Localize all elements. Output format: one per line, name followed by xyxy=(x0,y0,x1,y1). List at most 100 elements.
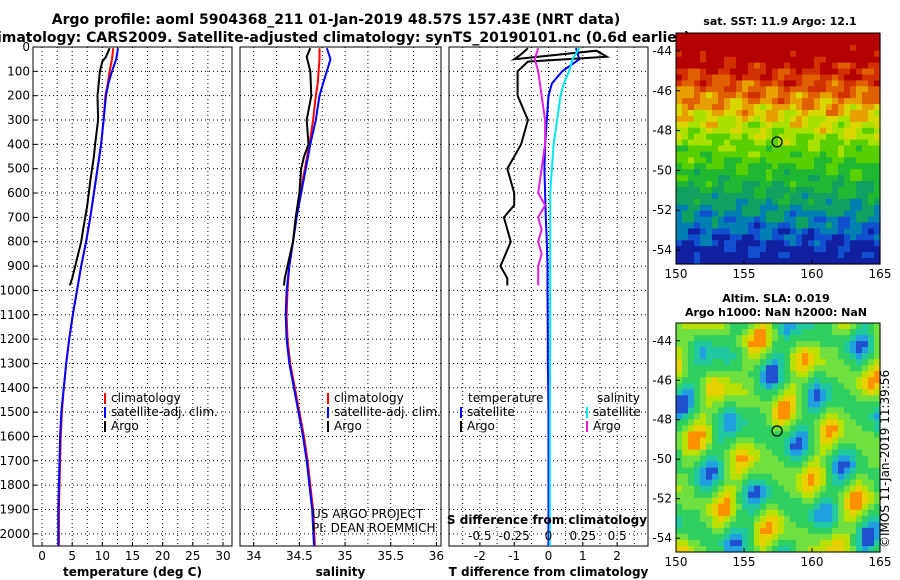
map-cell xyxy=(838,151,845,158)
map-cell xyxy=(832,62,839,70)
map-cell xyxy=(832,425,839,432)
map-cell xyxy=(784,80,791,87)
map-cell xyxy=(844,371,851,378)
map-cell xyxy=(742,467,749,475)
map-cell xyxy=(790,365,797,372)
map-lat-label: -44 xyxy=(652,44,672,58)
map-cell xyxy=(712,163,719,170)
map-cell xyxy=(772,407,779,414)
map-cell xyxy=(682,527,689,535)
map-cell xyxy=(796,431,803,439)
map-cell xyxy=(730,341,737,348)
imos-credit: ©IMOS 11-Jan-2019 11:39:56 xyxy=(878,370,892,548)
map-cell xyxy=(712,181,719,188)
map-cell xyxy=(760,539,767,547)
map-cell xyxy=(700,258,707,265)
map-cell xyxy=(736,479,743,487)
map-cell xyxy=(676,539,683,547)
map-cell xyxy=(838,115,845,123)
map-cell xyxy=(808,419,815,426)
map-cell xyxy=(802,145,809,152)
map-cell xyxy=(748,419,755,426)
map-cell xyxy=(754,323,761,330)
map-cell xyxy=(808,92,815,99)
map-cell xyxy=(706,175,713,182)
map-cell xyxy=(772,228,779,235)
map-cell xyxy=(766,222,773,229)
map-cell xyxy=(754,437,761,445)
map-cell xyxy=(706,163,713,170)
map-cell xyxy=(748,33,755,40)
map-cell xyxy=(748,347,755,354)
map-cell xyxy=(766,216,773,224)
map-cell xyxy=(724,175,731,182)
map-cell xyxy=(712,455,719,463)
map-cell xyxy=(832,204,839,212)
map-cell xyxy=(838,252,845,259)
map-cell xyxy=(718,33,725,40)
map-cell xyxy=(766,104,773,111)
map-cell xyxy=(778,68,785,75)
map-cell xyxy=(844,216,851,224)
map-cell xyxy=(862,419,869,426)
map-cell xyxy=(730,401,737,408)
map-cell xyxy=(844,467,851,475)
map-cell xyxy=(760,377,767,384)
map-cell xyxy=(838,192,845,200)
map-cell xyxy=(688,104,695,111)
map-cell xyxy=(796,377,803,384)
map-cell xyxy=(820,258,827,265)
map-cell xyxy=(856,92,863,99)
map-cell xyxy=(736,407,743,414)
map-cell xyxy=(802,503,809,511)
map-cell xyxy=(838,181,845,188)
map-cell xyxy=(694,341,701,348)
map-cell xyxy=(700,395,707,402)
map-cell xyxy=(718,473,725,481)
map-cell xyxy=(700,347,707,354)
map-cell xyxy=(856,104,863,111)
map-cell xyxy=(874,389,881,396)
map-cell xyxy=(790,92,797,99)
map-cell xyxy=(676,62,683,70)
map-cell xyxy=(826,539,833,547)
map-cell xyxy=(814,110,821,117)
map-cell xyxy=(826,252,833,259)
map-cell xyxy=(688,467,695,475)
map-cell xyxy=(844,139,851,147)
map-cell xyxy=(850,353,857,360)
map-cell xyxy=(874,497,881,505)
map-cell xyxy=(778,86,785,93)
map-cell xyxy=(784,210,791,218)
map-cell xyxy=(838,145,845,152)
map-lon-label: 155 xyxy=(733,267,756,281)
map-cell xyxy=(832,431,839,439)
map-cell xyxy=(712,187,719,194)
map-cell xyxy=(724,222,731,229)
map-cell xyxy=(802,115,809,123)
map-cell xyxy=(868,110,875,117)
map-cell xyxy=(772,497,779,505)
map-cell xyxy=(868,187,875,194)
map-cell xyxy=(748,68,755,75)
map-cell xyxy=(850,68,857,75)
map-cell xyxy=(730,104,737,111)
map-cell xyxy=(808,497,815,505)
map-cell xyxy=(790,86,797,93)
map-cell xyxy=(712,252,719,259)
map-cell xyxy=(826,389,833,396)
map-cell xyxy=(808,127,815,135)
map-cell xyxy=(874,401,881,408)
map-cell xyxy=(820,38,827,46)
map-cell xyxy=(868,515,875,523)
map-cell xyxy=(832,437,839,445)
x-tick-label: 10 xyxy=(95,549,110,563)
map-cell xyxy=(754,395,761,402)
map-cell xyxy=(712,192,719,200)
map-cell xyxy=(784,228,791,235)
map-cell xyxy=(760,222,767,229)
map-cell xyxy=(736,50,743,58)
map-cell xyxy=(760,228,767,235)
map-cell xyxy=(724,246,731,253)
map-cell xyxy=(784,151,791,158)
